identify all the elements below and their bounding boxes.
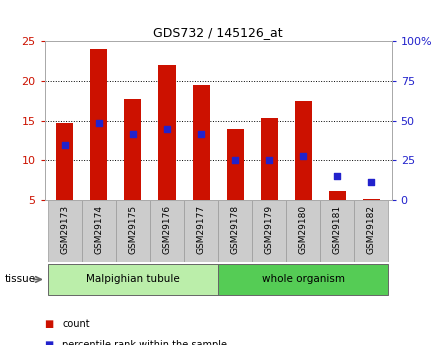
Point [129,131,137,137]
Bar [329,190,346,200]
Point [95,120,102,126]
Bar [261,118,278,200]
Text: GSM29173: GSM29173 [61,205,69,254]
Bar [184,200,218,262]
Bar [90,49,107,200]
Bar [125,99,142,200]
Bar [227,129,243,200]
Text: GSM29179: GSM29179 [265,205,274,254]
Text: GSM29182: GSM29182 [367,205,376,254]
Point [266,158,273,163]
Bar [320,200,354,262]
Bar [48,264,218,295]
Point [299,154,307,159]
Bar [158,65,175,200]
Point [231,158,239,163]
Text: GSM29174: GSM29174 [94,205,103,254]
Bar [193,85,210,200]
Text: GSM29180: GSM29180 [299,205,307,254]
Point [61,142,69,147]
Bar [295,101,312,200]
Text: ■: ■ [44,319,54,329]
Title: GDS732 / 145126_at: GDS732 / 145126_at [153,26,283,39]
Point [163,126,170,131]
Text: GSM29178: GSM29178 [231,205,239,254]
Bar [218,200,252,262]
Text: Malpighian tubule: Malpighian tubule [86,275,180,284]
Bar [354,200,388,262]
Bar [150,200,184,262]
Point [198,131,205,137]
Text: GSM29176: GSM29176 [162,205,171,254]
Point [368,179,375,185]
Text: whole organism: whole organism [262,275,344,284]
Text: ■: ■ [44,340,54,345]
Text: GSM29175: GSM29175 [129,205,138,254]
Bar [116,200,150,262]
Bar [363,199,380,200]
Point [334,174,341,179]
Bar [48,200,82,262]
Bar [57,123,73,200]
Text: tissue: tissue [4,275,36,284]
Bar [218,264,388,295]
Text: GSM29177: GSM29177 [197,205,206,254]
Text: GSM29181: GSM29181 [333,205,342,254]
Bar [286,200,320,262]
Text: percentile rank within the sample: percentile rank within the sample [62,340,227,345]
Bar [252,200,286,262]
Bar [82,200,116,262]
Text: count: count [62,319,90,329]
